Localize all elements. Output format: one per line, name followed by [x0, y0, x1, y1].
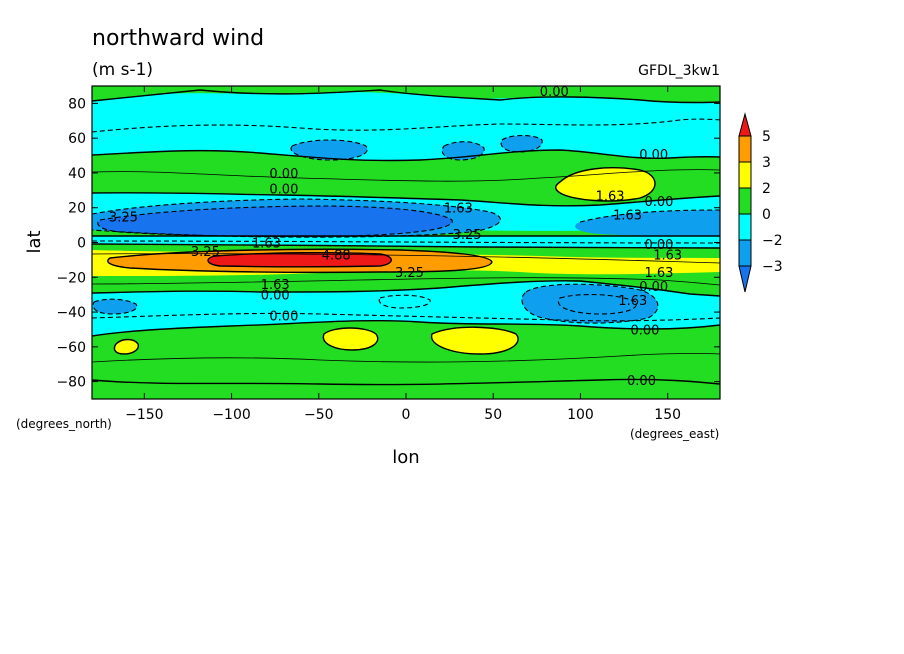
contour-label: 1.63	[653, 249, 682, 264]
contour-label: 3.25	[109, 210, 138, 225]
contour-labels: 0.000.000.000.00 1.63 0.001.63 1.633.253.25…	[109, 85, 682, 389]
colorbar-segment-2-to-3	[738, 161, 752, 189]
contour-label: 3.25	[191, 245, 220, 260]
colorbar-label: 2	[762, 181, 771, 197]
colorbar-label: −2	[762, 233, 783, 249]
contour-label: 3.25	[395, 266, 424, 281]
contour-label: 0.00	[639, 280, 668, 295]
contour-region-blue-north-patch-1	[290, 140, 368, 160]
x-axis-ticks: −150 −100 −50 0 50 100 150	[125, 86, 681, 423]
x-tick-label: 100	[567, 407, 594, 423]
y-tick-label: −80	[56, 375, 86, 391]
colorbar-label: 3	[762, 155, 771, 171]
dataset-label: GFDL_3kw1	[638, 63, 720, 79]
contour-label: 4.88	[322, 249, 351, 264]
x-tick-label: −100	[212, 407, 250, 423]
contour-region-blue-north-patch-3	[501, 135, 543, 152]
y-tick-label: 0	[77, 236, 86, 252]
contour-region-yellow-southwest	[114, 339, 139, 354]
chart-title: northward wind	[92, 26, 264, 51]
contour-label: 0.00	[644, 238, 673, 253]
colorbar-segment-minus3-to-minus2	[738, 239, 752, 267]
dashed-contours	[92, 118, 720, 324]
y-tick-label: −40	[56, 305, 86, 321]
solid-contours	[92, 89, 720, 386]
contour-label: 1.63	[252, 237, 281, 252]
contour-label: 0.00	[269, 183, 298, 198]
contour-label: 0.00	[639, 148, 668, 163]
colorbar-label: 0	[762, 207, 771, 223]
colorbar-segment-3-to-5	[738, 135, 752, 163]
contour-label: 1.63	[613, 209, 642, 224]
colorbar-label: −3	[762, 259, 783, 275]
contour-region-blue-southwest	[93, 299, 137, 314]
y-tick-label: −60	[56, 340, 86, 356]
contour-region-south-polar-band	[92, 320, 720, 399]
y-tick-label: 40	[68, 166, 86, 182]
x-tick-label: 50	[484, 407, 502, 423]
x-tick-label: 150	[654, 407, 681, 423]
contour-label: 0.00	[269, 167, 298, 182]
contour-label: 0.00	[269, 310, 298, 325]
thin-contours	[92, 169, 720, 363]
y-tick-label: −20	[56, 270, 86, 286]
contour-region-yellow-southern-1	[323, 328, 378, 350]
y-tick-label: 20	[68, 201, 86, 217]
contour-label: 1.63	[444, 202, 473, 217]
contour-region-north-polar-band	[92, 86, 720, 103]
contour-label: 0.00	[540, 85, 569, 100]
x-tick-label: −50	[304, 407, 334, 423]
y-tick-label: 80	[68, 96, 86, 112]
contour-region-blue-southeast	[521, 284, 658, 324]
contour-label: 1.63	[618, 294, 647, 309]
contour-label: 1.63	[596, 190, 625, 205]
contour-region-yellow-southern-2	[431, 327, 519, 354]
y-axis-label: lat	[24, 230, 45, 253]
y-axis-ticks: −80 −60 −40 −20 0 20 40 60 80	[56, 96, 720, 391]
contour-label: 0.00	[627, 374, 656, 389]
colorbar-label: 5	[762, 129, 771, 145]
contour-region-red-core	[208, 252, 392, 267]
y-axis-unit: (degrees_north)	[16, 417, 112, 431]
x-axis-label: lon	[392, 447, 419, 468]
colorbar-segment-0-to-2	[738, 187, 752, 215]
y-tick-label: 60	[68, 131, 86, 147]
colorbar-segment-below-minus3	[738, 265, 752, 293]
contour-label: 0.00	[644, 195, 673, 210]
contour-label: 1.63	[644, 266, 673, 281]
contour-region-deep-blue-band	[97, 206, 453, 237]
contour-field	[92, 86, 720, 399]
contour-region-yellow-northeast	[555, 167, 655, 201]
x-tick-label: −150	[125, 407, 163, 423]
contour-label: 3.25	[453, 228, 482, 243]
x-tick-label: 0	[402, 407, 411, 423]
x-axis-unit: (degrees_east)	[630, 427, 719, 441]
contour-label: 0.00	[261, 289, 290, 304]
colorbar-segment-minus2-to-0	[738, 213, 752, 241]
colorbar-labels: 5 3 2 0 −2 −3	[762, 129, 783, 275]
colorbar: 5 3 2 0 −2 −3	[738, 112, 783, 293]
contour-region-north-tropical-blue-east	[575, 210, 720, 236]
colorbar-segment-above-5	[738, 112, 752, 137]
contour-label: 0.00	[631, 323, 660, 338]
contour-label: 1.63	[261, 278, 290, 293]
chart-subtitle: (m s-1)	[92, 60, 153, 80]
